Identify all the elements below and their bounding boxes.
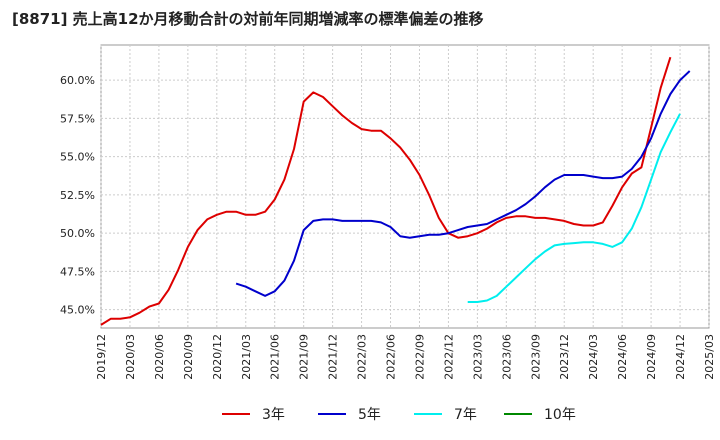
x-tick-label: 2020/03: [124, 334, 137, 380]
x-tick-label: 2021/09: [298, 334, 311, 380]
series-line-3年: [100, 56, 672, 326]
y-tick-label: 55.0%: [60, 151, 95, 164]
x-tick-label: 2021/06: [269, 334, 282, 380]
x-tick-label: 2023/12: [558, 334, 571, 380]
plot-area: [100, 44, 710, 329]
x-axis-ticks: 2019/12 2020/03 2020/06 2020/09 2020/12 2021/…: [95, 334, 716, 380]
x-tick-label: 2019/12: [95, 334, 108, 380]
legend-label: 7年: [454, 407, 477, 423]
x-tick-label: 2023/06: [500, 334, 513, 380]
legend: 3年 5年 7年 10年: [222, 407, 576, 423]
x-tick-label: 2022/06: [385, 334, 398, 380]
series-line-7年: [467, 113, 681, 303]
x-tick-label: 2022/03: [356, 334, 369, 380]
series-line-5年: [235, 70, 691, 297]
series-lines: [100, 56, 691, 326]
x-tick-label: 2020/09: [182, 334, 195, 380]
x-tick-label: 2024/12: [674, 334, 687, 380]
x-tick-label: 2025/03: [703, 334, 716, 380]
x-tick-label: 2020/06: [153, 334, 166, 380]
x-tick-label: 2020/12: [211, 334, 224, 380]
x-tick-label: 2024/03: [587, 334, 600, 380]
y-tick-label: 57.5%: [60, 112, 95, 125]
y-tick-label: 47.5%: [60, 265, 95, 278]
x-tick-label: 2021/12: [327, 334, 340, 380]
legend-label: 10年: [544, 407, 576, 423]
chart-title: [8871] 売上高12か月移動合計の対前年同期増減率の標準偏差の推移: [12, 10, 484, 28]
y-tick-label: 50.0%: [60, 227, 95, 240]
x-tick-label: 2022/09: [413, 334, 426, 380]
x-tick-label: 2023/03: [471, 334, 484, 380]
x-tick-label: 2024/06: [616, 334, 629, 380]
y-tick-label: 45.0%: [60, 304, 95, 317]
x-tick-label: 2021/03: [240, 334, 253, 380]
x-tick-label: 2024/09: [645, 334, 658, 380]
y-tick-label: 52.5%: [60, 189, 95, 202]
y-tick-label: 60.0%: [60, 74, 95, 87]
x-tick-label: 2022/12: [442, 334, 455, 380]
legend-label: 5年: [358, 407, 381, 423]
x-tick-label: 2023/09: [529, 334, 542, 380]
legend-label: 3年: [262, 407, 285, 423]
y-axis-ticks: 45.0% 47.5% 50.0% 52.5% 55.0% 57.5% 60.0%: [60, 74, 95, 316]
